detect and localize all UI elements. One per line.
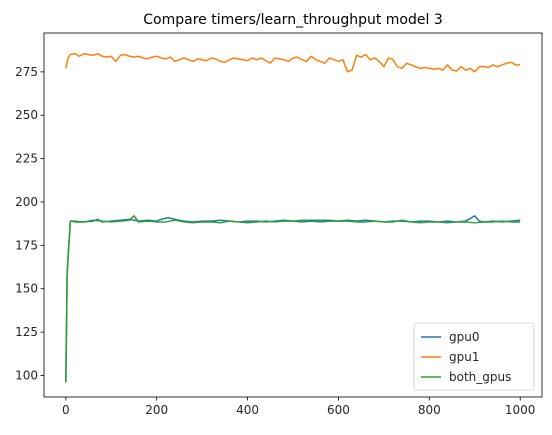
x-tick-label: 800 [418,403,441,417]
y-tick-label: 150 [15,282,38,296]
x-tick-label: 1000 [505,403,536,417]
x-tick-label: 400 [236,403,259,417]
legend-label-gpu0: gpu0 [449,330,479,344]
x-tick-label: 600 [327,403,350,417]
x-tick-label: 200 [145,403,168,417]
x-tick-label: 0 [62,403,70,417]
y-tick-label: 275 [15,65,38,79]
chart-title: Compare timers/learn_throughput model 3 [143,12,442,28]
y-tick-label: 250 [15,108,38,122]
legend-label-both-gpus: both_gpus [449,370,511,384]
y-tick-label: 175 [15,238,38,252]
legend: gpu0 gpu1 both_gpus [414,323,534,390]
y-tick-label: 225 [15,152,38,166]
legend-label-gpu1: gpu1 [449,350,479,364]
y-tick-label: 100 [15,368,38,382]
y-tick-label: 125 [15,325,38,339]
y-tick-label: 200 [15,195,38,209]
